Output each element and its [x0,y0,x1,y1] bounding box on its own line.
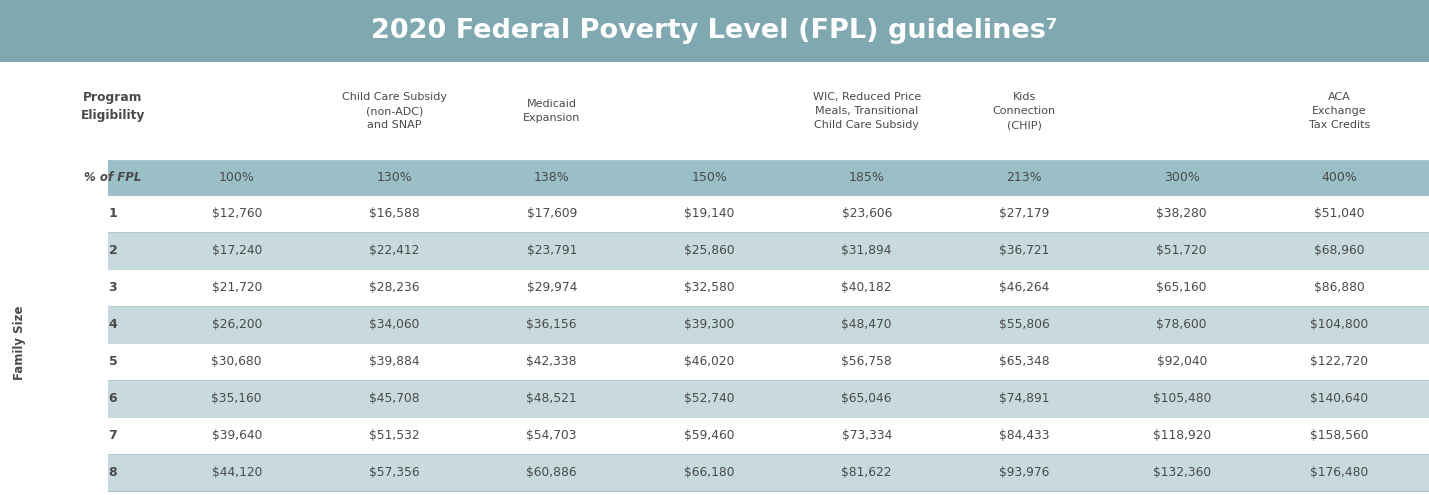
Text: 8: 8 [109,466,117,479]
Text: $51,532: $51,532 [369,429,420,442]
Text: Family Size: Family Size [13,306,27,380]
Text: $21,720: $21,720 [211,281,262,294]
Bar [109,306,1429,343]
Text: $25,860: $25,860 [684,244,735,257]
Text: 130%: 130% [376,171,412,184]
Text: $27,179: $27,179 [999,207,1049,220]
Text: $81,622: $81,622 [842,466,892,479]
Text: 7: 7 [109,429,117,442]
Text: $44,120: $44,120 [211,466,262,479]
Text: $48,470: $48,470 [842,318,892,331]
Text: $22,412: $22,412 [369,244,420,257]
Text: Program
Eligibility: Program Eligibility [81,92,146,122]
Text: $38,280: $38,280 [1156,207,1208,220]
Text: Medicaid
Expansion: Medicaid Expansion [523,99,580,123]
Text: $54,703: $54,703 [526,429,577,442]
Text: $122,720: $122,720 [1310,355,1369,368]
Text: $26,200: $26,200 [211,318,262,331]
Bar [109,232,1429,269]
Text: $19,140: $19,140 [684,207,735,220]
Text: 100%: 100% [219,171,254,184]
Bar [109,160,1429,195]
Text: 4: 4 [109,318,117,331]
Text: $31,894: $31,894 [842,244,892,257]
Text: $34,060: $34,060 [369,318,420,331]
Text: $23,791: $23,791 [526,244,577,257]
Text: $32,580: $32,580 [684,281,735,294]
Text: $158,560: $158,560 [1310,429,1369,442]
Text: $105,480: $105,480 [1153,392,1210,405]
Text: $39,884: $39,884 [369,355,420,368]
Text: $84,433: $84,433 [999,429,1049,442]
Text: $60,886: $60,886 [526,466,577,479]
Text: $36,721: $36,721 [999,244,1049,257]
Text: % of FPL: % of FPL [84,171,141,184]
Text: $93,976: $93,976 [999,466,1049,479]
Text: $17,240: $17,240 [211,244,262,257]
Text: $30,680: $30,680 [211,355,262,368]
Text: 185%: 185% [849,171,885,184]
Text: 6: 6 [109,392,117,405]
Text: $65,160: $65,160 [1156,281,1208,294]
Text: $59,460: $59,460 [684,429,735,442]
Text: $68,960: $68,960 [1315,244,1365,257]
Text: Kids
Connection
(CHIP): Kids Connection (CHIP) [993,92,1056,130]
Text: $65,046: $65,046 [842,392,892,405]
Text: $73,334: $73,334 [842,429,892,442]
Text: $48,521: $48,521 [526,392,577,405]
Text: $66,180: $66,180 [684,466,735,479]
Text: $74,891: $74,891 [999,392,1049,405]
Text: $28,236: $28,236 [369,281,420,294]
Text: $35,160: $35,160 [211,392,262,405]
Text: $46,264: $46,264 [999,281,1049,294]
Text: $17,609: $17,609 [526,207,577,220]
Text: $39,300: $39,300 [684,318,735,331]
Text: 213%: 213% [1006,171,1042,184]
Text: $55,806: $55,806 [999,318,1050,331]
Text: $51,040: $51,040 [1315,207,1365,220]
Text: 300%: 300% [1163,171,1200,184]
Text: $65,348: $65,348 [999,355,1049,368]
Text: $78,600: $78,600 [1156,318,1208,331]
Text: 2: 2 [109,244,117,257]
Text: $132,360: $132,360 [1153,466,1210,479]
Text: 400%: 400% [1322,171,1358,184]
Text: $92,040: $92,040 [1156,355,1208,368]
Text: 2020 Federal Poverty Level (FPL) guidelines⁷: 2020 Federal Poverty Level (FPL) guideli… [370,18,1057,44]
Text: $45,708: $45,708 [369,392,420,405]
Text: $104,800: $104,800 [1310,318,1369,331]
Text: $40,182: $40,182 [842,281,892,294]
Text: $56,758: $56,758 [842,355,892,368]
Text: $12,760: $12,760 [211,207,262,220]
Text: 3: 3 [109,281,117,294]
Text: 150%: 150% [692,171,727,184]
Text: $29,974: $29,974 [526,281,577,294]
Text: WIC, Reduced Price
Meals, Transitional
Child Care Subsidy: WIC, Reduced Price Meals, Transitional C… [813,92,920,130]
Bar [109,454,1429,491]
Text: 5: 5 [109,355,117,368]
Text: Child Care Subsidy
(non-ADC)
and SNAP: Child Care Subsidy (non-ADC) and SNAP [342,92,447,130]
Text: $46,020: $46,020 [684,355,735,368]
Text: $16,588: $16,588 [369,207,420,220]
Text: 138%: 138% [534,171,570,184]
Text: $42,338: $42,338 [526,355,577,368]
Text: $36,156: $36,156 [526,318,577,331]
Text: $118,920: $118,920 [1153,429,1210,442]
Bar [109,380,1429,417]
Text: 1: 1 [109,207,117,220]
Bar [0,0,1429,62]
Text: $51,720: $51,720 [1156,244,1208,257]
Text: $176,480: $176,480 [1310,466,1369,479]
Text: ACA
Exchange
Tax Credits: ACA Exchange Tax Credits [1309,92,1370,130]
Text: $140,640: $140,640 [1310,392,1369,405]
Text: $57,356: $57,356 [369,466,420,479]
Text: $23,606: $23,606 [842,207,892,220]
Text: $86,880: $86,880 [1313,281,1365,294]
Text: $39,640: $39,640 [211,429,262,442]
Text: $52,740: $52,740 [684,392,735,405]
